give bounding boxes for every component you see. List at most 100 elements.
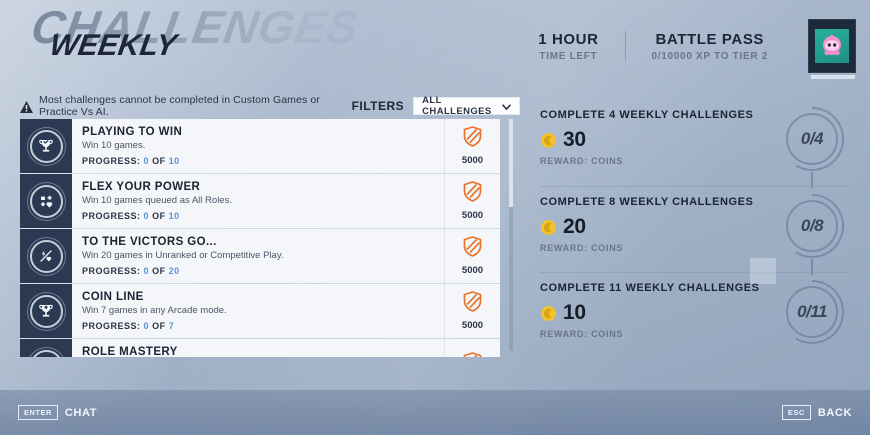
coin-icon <box>540 219 557 236</box>
reward-type-label: REWARD: COINS <box>540 329 624 339</box>
challenge-title: PLAYING TO WIN <box>82 126 183 138</box>
challenge-icon-tile <box>20 174 72 228</box>
challenge-body: COIN LINE Win 7 games in any Arcade mode… <box>72 284 444 338</box>
header-divider <box>624 31 626 61</box>
header-status-group: 1 HOUR TIME LEFT BATTLE PASS 0/10000 XP … <box>512 0 870 92</box>
reward-type-label: REWARD: COINS <box>540 243 624 253</box>
challenge-icon-tile <box>20 284 72 338</box>
challenge-body: TO THE VICTORS GO... Win 20 games in Unr… <box>72 229 444 283</box>
all-roles-icon <box>29 184 63 218</box>
challenge-progress: PROGRESS: 0 OF 10 <box>82 156 180 166</box>
xp-shield-icon <box>463 291 482 317</box>
challenge-title: FLEX YOUR POWER <box>82 181 201 193</box>
warning-icon <box>20 100 33 113</box>
role-mastery-icon <box>29 349 63 357</box>
time-left-block: 1 HOUR TIME LEFT <box>512 31 624 62</box>
battle-pass-card[interactable] <box>808 19 856 79</box>
progress-label: PROGRESS: <box>82 321 141 331</box>
xp-shield-icon <box>463 236 482 262</box>
weekly-reward-panel: COMPLETE 4 WEEKLY CHALLENGES 30 REWARD: … <box>540 100 850 358</box>
footer-bar: ENTER CHAT ESC BACK <box>0 390 870 435</box>
challenge-reward <box>444 339 500 357</box>
challenge-row[interactable]: ROLE MASTERY <box>20 339 500 357</box>
tier-progress-ring: 0/4 <box>779 106 845 172</box>
reward-tier[interactable]: COMPLETE 4 WEEKLY CHALLENGES 30 REWARD: … <box>540 100 850 188</box>
enter-key-icon: ENTER <box>18 405 58 420</box>
filters-label: FILTERS <box>351 99 405 113</box>
reward-tier[interactable]: COMPLETE 8 WEEKLY CHALLENGES 20 REWARD: … <box>540 186 850 275</box>
reward-tier[interactable]: COMPLETE 11 WEEKLY CHALLENGES 10 REWARD:… <box>540 272 850 358</box>
progress-total: 10 <box>168 156 180 166</box>
progress-of: OF <box>152 211 166 221</box>
tier-progress-text: 0/4 <box>800 129 824 148</box>
back-action[interactable]: ESC BACK <box>781 405 852 420</box>
coin-icon <box>540 132 557 149</box>
decorative-highlight-box <box>750 258 776 284</box>
chat-action[interactable]: ENTER CHAT <box>18 405 97 420</box>
reward-amount: 5000 <box>461 155 484 166</box>
challenge-description: Win 10 games. <box>82 140 146 151</box>
tier-progress-ring: 0/11 <box>779 279 845 345</box>
challenge-icon-tile <box>20 339 72 357</box>
competitive-icon <box>29 239 63 273</box>
scrollbar-thumb[interactable] <box>509 119 513 207</box>
reward-amount-row: 10 <box>540 301 850 325</box>
challenge-body: FLEX YOUR POWER Win 10 games queued as A… <box>72 174 444 228</box>
challenge-list[interactable]: PLAYING TO WIN Win 10 games. PROGRESS: 0… <box>20 119 500 357</box>
chat-label: CHAT <box>64 406 98 419</box>
filters-group: FILTERS ALL CHALLENGES <box>351 95 520 117</box>
challenge-reward: 5000 <box>444 284 500 338</box>
challenge-row[interactable]: TO THE VICTORS GO... Win 20 games in Unr… <box>20 229 500 283</box>
challenge-description: Win 10 games queued as All Roles. <box>82 195 232 206</box>
page-title-main: WEEKLY <box>47 29 179 62</box>
progress-total: 20 <box>168 266 180 276</box>
reward-tier-title: COMPLETE 11 WEEKLY CHALLENGES <box>540 282 760 294</box>
challenge-icon-tile <box>20 119 72 173</box>
challenge-body: PLAYING TO WIN Win 10 games. PROGRESS: 0… <box>72 119 444 173</box>
challenge-icon-tile <box>20 229 72 283</box>
progress-of: OF <box>152 321 166 331</box>
challenge-row[interactable]: FLEX YOUR POWER Win 10 games queued as A… <box>20 174 500 228</box>
challenge-title: ROLE MASTERY <box>82 346 178 357</box>
page-title: CHALLENGES WEEKLY <box>20 1 363 72</box>
progress-current: 0 <box>143 321 150 331</box>
challenge-reward: 5000 <box>444 119 500 173</box>
challenge-progress: PROGRESS: 0 OF 20 <box>82 266 180 276</box>
progress-label: PROGRESS: <box>82 156 141 166</box>
progress-total: 7 <box>168 321 175 331</box>
reward-amount: 5000 <box>461 320 484 331</box>
reward-tier-title: COMPLETE 8 WEEKLY CHALLENGES <box>540 196 754 208</box>
challenge-list-scrollbar[interactable] <box>509 119 513 351</box>
progress-current: 0 <box>143 156 150 166</box>
esc-key-icon: ESC <box>781 405 811 420</box>
challenge-row[interactable]: PLAYING TO WIN Win 10 games. PROGRESS: 0… <box>20 119 500 173</box>
progress-current: 0 <box>143 211 150 221</box>
progress-current: 0 <box>143 266 150 276</box>
reward-tier-title: COMPLETE 4 WEEKLY CHALLENGES <box>540 109 754 121</box>
reward-amount-row: 30 <box>540 128 850 152</box>
tier-progress-text: 0/11 <box>797 302 827 321</box>
challenge-row[interactable]: COIN LINE Win 7 games in any Arcade mode… <box>20 284 500 338</box>
tier-connector-line <box>811 172 813 188</box>
battle-pass-xp: 0/10000 XP TO TIER 2 <box>651 50 768 62</box>
challenge-list-panel: Most challenges cannot be completed in C… <box>20 94 520 357</box>
tier-progress-text: 0/8 <box>800 216 824 235</box>
xp-shield-icon <box>463 181 482 207</box>
challenge-progress: PROGRESS: 0 OF 10 <box>82 211 180 221</box>
reward-type-label: REWARD: COINS <box>540 156 624 166</box>
progress-of: OF <box>152 266 166 276</box>
tier-connector-line <box>811 259 813 275</box>
reward-coin-amount: 10 <box>563 301 586 324</box>
challenge-description: Win 7 games in any Arcade mode. <box>82 305 227 316</box>
reward-amount: 5000 <box>461 265 484 276</box>
notice-text: Most challenges cannot be completed in C… <box>39 94 320 118</box>
xp-shield-icon <box>463 126 482 152</box>
time-left-label: TIME LEFT <box>539 50 598 62</box>
battle-pass-character-icon <box>815 29 849 63</box>
filter-dropdown[interactable]: ALL CHALLENGES <box>413 95 520 117</box>
progress-label: PROGRESS: <box>82 211 141 221</box>
challenge-title: TO THE VICTORS GO... <box>82 236 217 248</box>
trophy-icon <box>29 294 63 328</box>
battle-pass-block[interactable]: BATTLE PASS 0/10000 XP TO TIER 2 <box>626 31 794 62</box>
challenge-description: Win 20 games in Unranked or Competitive … <box>82 250 284 261</box>
